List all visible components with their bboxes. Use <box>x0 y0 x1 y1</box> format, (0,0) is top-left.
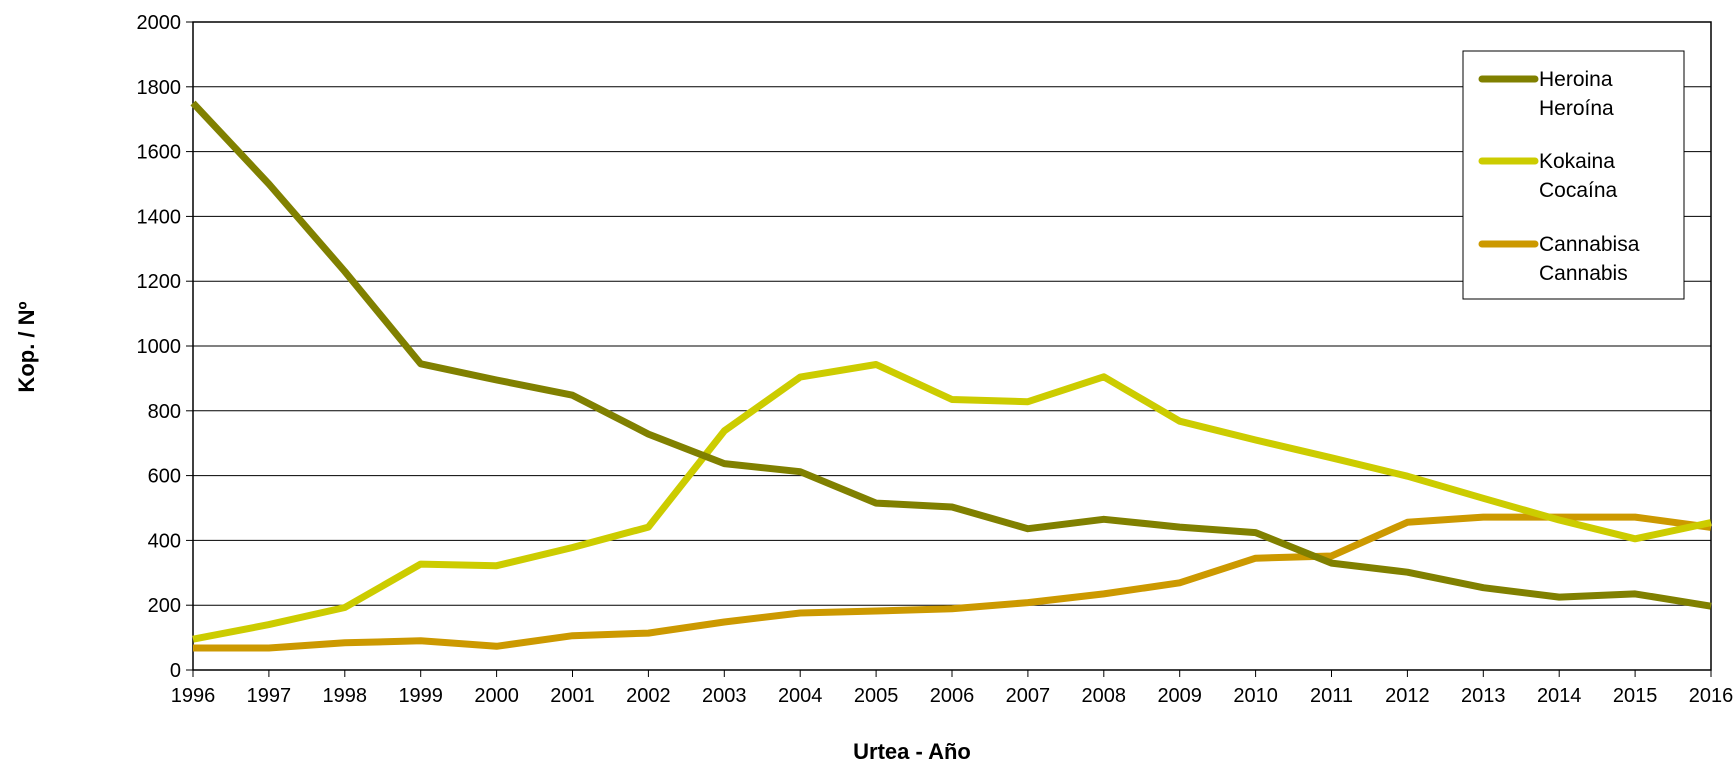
x-tick-label: 1999 <box>398 685 443 707</box>
legend-label: Kokaina <box>1539 150 1615 173</box>
x-tick-label: 1996 <box>171 685 216 707</box>
axes <box>186 21 1712 677</box>
x-tick-label: 2006 <box>930 685 975 707</box>
x-tick-label: 2009 <box>1157 685 1202 707</box>
series-line-heroina <box>190 100 1712 610</box>
x-tick-label: 2015 <box>1613 685 1658 707</box>
x-tick-label: 2007 <box>1006 685 1051 707</box>
gridlines <box>193 86 1711 606</box>
legend-label: Heroina <box>1539 68 1613 91</box>
x-tick-label: 1998 <box>323 685 368 707</box>
y-tick-label: 1200 <box>137 271 182 293</box>
x-tick-label: 2010 <box>1233 685 1278 707</box>
y-tick-label: 600 <box>148 466 181 488</box>
x-tick-label: 2005 <box>854 685 899 707</box>
y-tick-labels: 0 200 400 600 800 1000 1200 1400 1600 1800 2000 <box>137 12 182 682</box>
x-tick-label: 2002 <box>626 685 671 707</box>
y-tick-label: 1000 <box>137 336 182 358</box>
x-tick-label: 2001 <box>550 685 595 707</box>
x-tick-label: 2012 <box>1385 685 1430 707</box>
x-tick-label: 1997 <box>247 685 292 707</box>
y-tick-label: 1400 <box>137 206 182 228</box>
legend-label-line2: Cannabis <box>1539 262 1628 285</box>
x-tick-label: 2003 <box>702 685 747 707</box>
x-tick-label: 2016 <box>1689 685 1734 707</box>
x-tick-label: 2014 <box>1537 685 1582 707</box>
y-tick-label: 1800 <box>137 77 182 99</box>
y-tick-label: 200 <box>148 595 181 617</box>
series-lines <box>190 100 1712 652</box>
y-tick-label: 400 <box>148 530 181 552</box>
series-line-cannabisa <box>193 513 1712 652</box>
x-tick-label: 2004 <box>778 685 823 707</box>
x-tick-label: 2013 <box>1461 685 1506 707</box>
series-line-kokaina <box>192 361 1712 643</box>
legend: Heroina Heroína Kokaina Cocaína Cannabisa Can… <box>1462 50 1685 300</box>
y-tick-label: 0 <box>170 660 181 682</box>
x-tick-label: 2008 <box>1082 685 1127 707</box>
x-axis-title: Urtea - Año <box>853 739 971 764</box>
x-tick-label: 2011 <box>1310 685 1353 707</box>
legend-label-line2: Heroína <box>1539 97 1614 120</box>
y-tick-label: 2000 <box>137 12 182 34</box>
y-axis-title: Kop. / Nº <box>14 301 39 392</box>
y-tick-label: 800 <box>148 401 181 423</box>
y-tick-label: 1600 <box>137 142 182 164</box>
x-tick-labels: 1996 1997 1998 1999 2000 2001 2002 2003 2004 2005… <box>171 685 1734 707</box>
legend-items: Heroina Heroína Kokaina Cocaína Cannabisa Can… <box>1478 68 1640 285</box>
x-tick-label: 2000 <box>474 685 519 707</box>
legend-label: Cannabisa <box>1539 233 1640 256</box>
legend-box <box>1462 50 1685 300</box>
legend-label-line2: Cocaína <box>1539 179 1618 202</box>
